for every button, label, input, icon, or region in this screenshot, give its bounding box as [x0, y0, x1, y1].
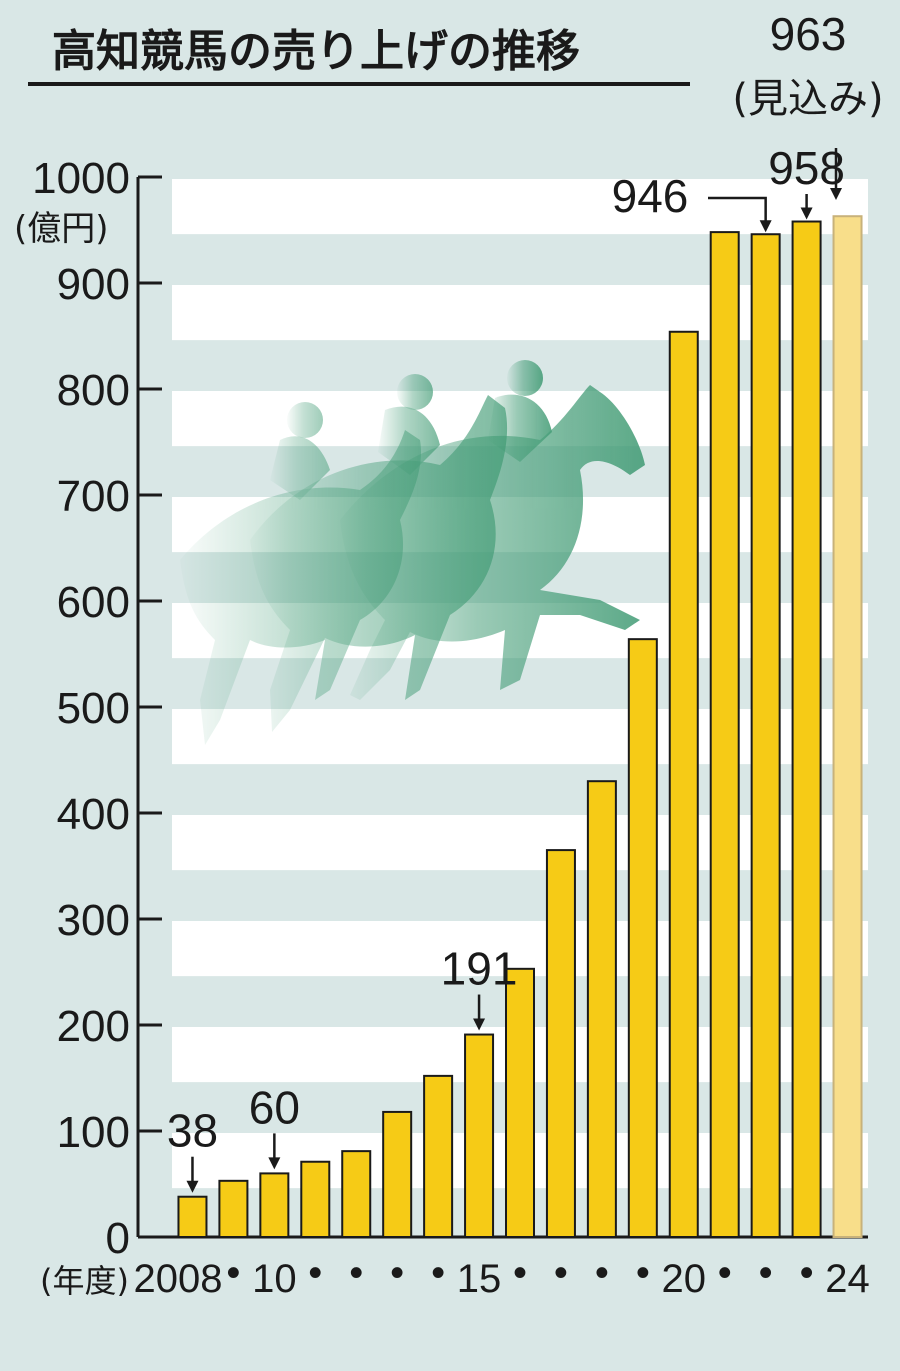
- chart-title: 高知競馬の売り上げの推移: [52, 26, 580, 77]
- annotation-2024-arrow-head: [830, 188, 842, 200]
- bars: [177, 215, 863, 1239]
- bar-2009: [218, 1179, 249, 1238]
- y-tick-label-800: 800: [57, 366, 130, 415]
- x-tick-label-2012: •: [349, 1251, 363, 1295]
- annotation-2015-label: 191: [441, 943, 518, 995]
- annotation-2010-arrow-head: [268, 1157, 281, 1170]
- x-tick-label-2009: •: [226, 1251, 240, 1295]
- y-tick-label-600: 600: [57, 578, 130, 627]
- annotation-2008-label: 38: [167, 1105, 218, 1157]
- x-tick-label-2017: •: [554, 1251, 568, 1295]
- x-tick-label-2022: •: [759, 1251, 773, 1295]
- x-tick-label-2010: 10: [252, 1257, 297, 1301]
- x-tick-label-2021: •: [718, 1251, 732, 1295]
- racehorse-illustration: [180, 360, 645, 745]
- y-tick-label-300: 300: [57, 896, 130, 945]
- bar-2013: [382, 1110, 413, 1239]
- x-tick-label-2019: •: [636, 1251, 650, 1295]
- y-tick-label-100: 100: [57, 1108, 130, 1157]
- x-tick-label-2011: •: [308, 1251, 322, 1295]
- annotation-2022-connector: [708, 196, 767, 223]
- x-tick-label-2020: 20: [662, 1257, 707, 1301]
- x-tick-label-2015: 15: [457, 1257, 502, 1301]
- bar-2014: [423, 1074, 454, 1238]
- bar-2008: [177, 1195, 208, 1238]
- annotation-2022-label: 946: [612, 170, 689, 222]
- bar-2012: [341, 1150, 372, 1239]
- annotation-2015-arrow-head: [473, 1018, 486, 1031]
- x-axis: 2008 • 10 • • • • 15 • • • • 20 • • • 24: [134, 1251, 870, 1301]
- bar-2010: [259, 1172, 290, 1239]
- x-tick-label-2014: •: [431, 1251, 445, 1295]
- x-axis-unit: (年度): [40, 1262, 129, 1300]
- annotation-2010-label: 60: [249, 1081, 300, 1133]
- x-tick-label-2024: 24: [825, 1257, 870, 1301]
- y-tick-label-0: 0: [106, 1214, 130, 1263]
- y-axis: 0 100 200 300 400 500 600 700 800 900 1000: [32, 154, 868, 1263]
- annotation-2023-label: 958: [768, 142, 845, 194]
- y-tick-label-1000: 1000: [32, 154, 130, 203]
- y-tick-label-200: 200: [57, 1002, 130, 1051]
- annotation-2008-arrow-head: [186, 1180, 199, 1193]
- annotation-2023-arrow-head: [800, 207, 813, 220]
- bar-2018: [586, 780, 617, 1238]
- annotation-2024-label: 963: [770, 8, 847, 60]
- band-9: [172, 179, 868, 235]
- bar-2021: [709, 231, 740, 1238]
- bar-2011: [300, 1160, 331, 1238]
- annotation-2022-head: [759, 220, 772, 233]
- bar-2023: [791, 220, 822, 1238]
- bar-2015: [464, 1033, 495, 1239]
- y-axis-unit: (億円): [14, 209, 109, 249]
- bar-2019: [627, 638, 658, 1238]
- x-tick-label-2018: •: [595, 1251, 609, 1295]
- y-tick-label-700: 700: [57, 472, 130, 521]
- bar-2022: [750, 233, 781, 1239]
- bar-2017: [545, 849, 576, 1238]
- bar-2016: [505, 967, 535, 1238]
- annotation-2024-note: (見込み): [732, 76, 883, 122]
- y-tick-label-500: 500: [57, 684, 130, 733]
- x-tick-label-2008: 2008: [134, 1257, 223, 1301]
- x-tick-label-2013: •: [390, 1251, 404, 1295]
- annotations: 38 60 191 946 958 963 (見込み): [167, 8, 884, 1193]
- bar-2020: [668, 330, 699, 1238]
- x-tick-label-2023: •: [800, 1251, 814, 1295]
- y-tick-label-400: 400: [57, 790, 130, 839]
- y-tick-label-900: 900: [57, 260, 130, 309]
- x-tick-label-2016: •: [513, 1251, 527, 1295]
- bar-2024: [832, 215, 863, 1239]
